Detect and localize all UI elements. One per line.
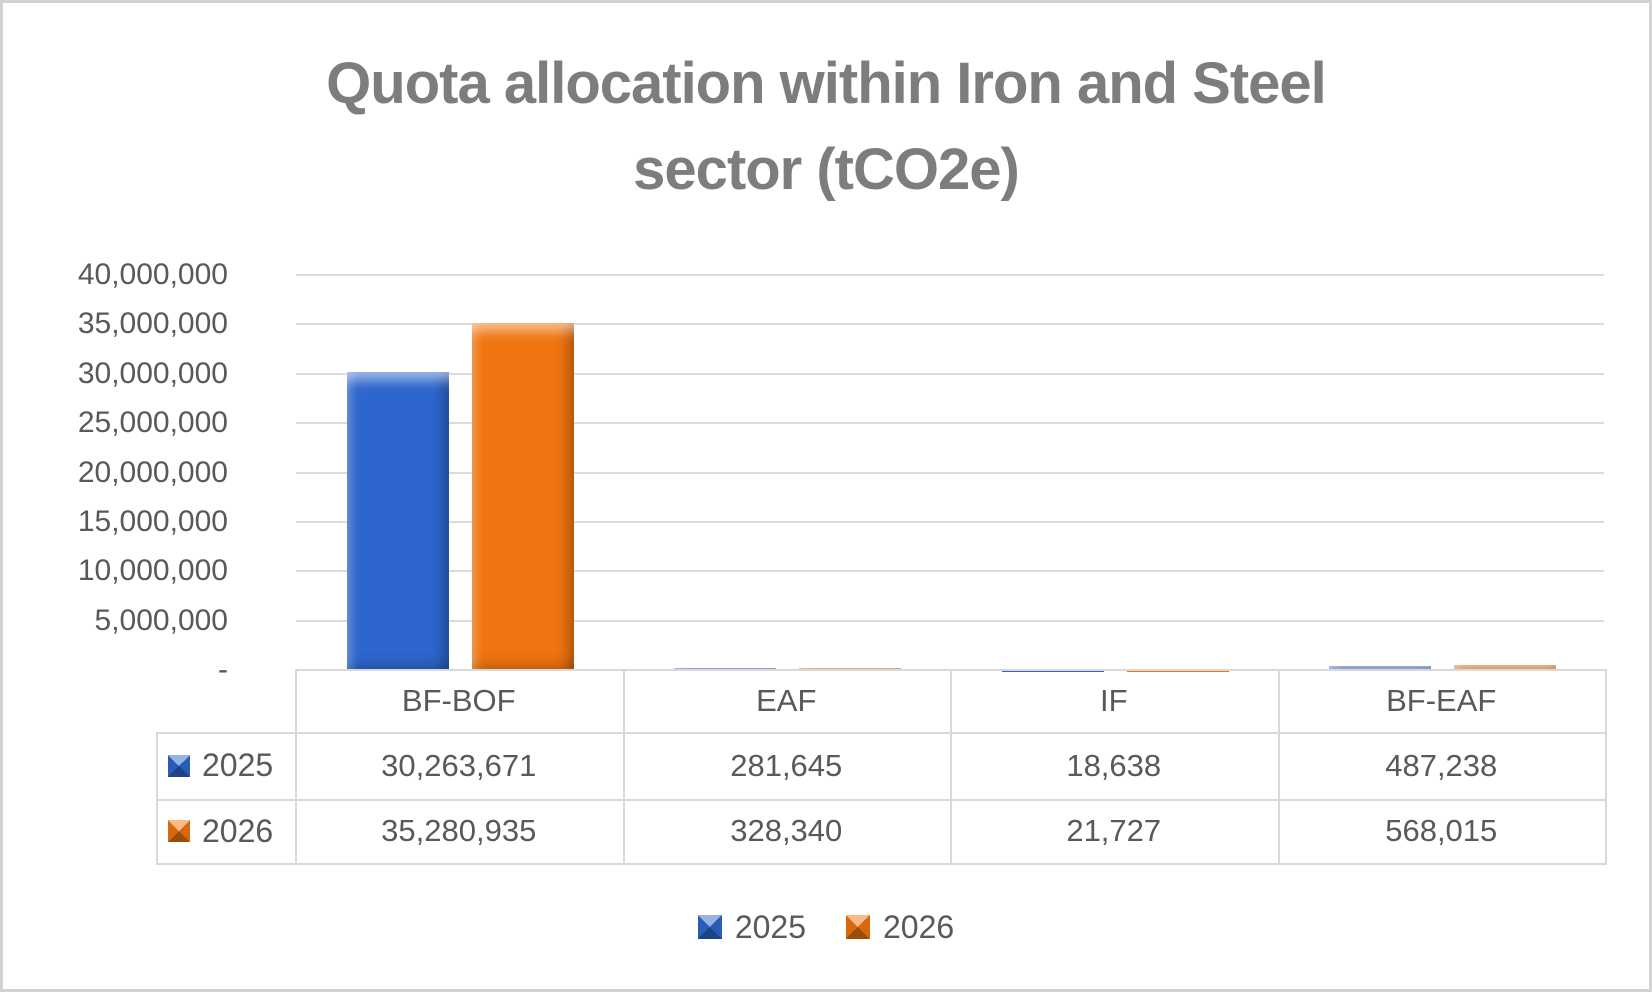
value-cell: 487,238 bbox=[1385, 747, 1498, 783]
series-key-icon bbox=[697, 915, 722, 939]
table-border bbox=[1605, 669, 1607, 865]
series-key-icon bbox=[846, 915, 870, 939]
chart-title-line2: sector (tCO2e) bbox=[633, 137, 1020, 202]
bar-2026-BF-BOF bbox=[472, 322, 574, 671]
y-axis-label: 35,000,000 bbox=[77, 307, 228, 340]
series-label: 2026 bbox=[202, 812, 274, 849]
table-border bbox=[156, 732, 158, 865]
value-cell: 21,727 bbox=[1066, 813, 1162, 848]
page-title: Quota allocation within Iron and Steel s… bbox=[3, 41, 1649, 213]
legend-item: 2026 bbox=[846, 911, 954, 943]
y-axis-label: 10,000,000 bbox=[77, 554, 228, 587]
value-cell: 30,263,671 bbox=[381, 747, 537, 783]
value-cell: 281,645 bbox=[730, 747, 843, 783]
value-cell: 35,280,935 bbox=[381, 813, 537, 848]
y-axis-label: 30,000,000 bbox=[77, 357, 228, 390]
category-header-cell: EAF bbox=[756, 682, 817, 718]
gridline bbox=[296, 323, 1604, 325]
gridline bbox=[296, 274, 1604, 276]
table-border bbox=[1278, 669, 1280, 865]
value-cell: 18,638 bbox=[1066, 747, 1162, 783]
bar-2025-BF-BOF bbox=[347, 372, 449, 671]
legend-item: 2025 bbox=[697, 909, 806, 945]
series-label-cell: 2025 bbox=[156, 732, 295, 799]
bar-2025-BF-EAF bbox=[1329, 666, 1431, 671]
y-axis-label: 20,000,000 bbox=[77, 456, 228, 489]
series-key-icon bbox=[168, 820, 190, 842]
gridline bbox=[296, 472, 1604, 474]
gridline bbox=[296, 570, 1604, 572]
legend-label: 2026 bbox=[883, 909, 955, 945]
chart-legend: 2025 2026 bbox=[3, 903, 1649, 951]
gridline bbox=[296, 521, 1604, 523]
chart-title-line1: Quota allocation within Iron and Steel bbox=[326, 51, 1327, 116]
table-border bbox=[950, 669, 952, 865]
y-axis-label: 25,000,000 bbox=[77, 406, 228, 439]
y-axis-label: 5,000,000 bbox=[94, 604, 228, 637]
value-cell: 568,015 bbox=[1385, 813, 1498, 848]
gridline bbox=[296, 620, 1604, 622]
value-cell: 328,340 bbox=[730, 813, 843, 848]
table-border bbox=[295, 669, 297, 865]
table-border bbox=[156, 799, 1607, 801]
table-border bbox=[623, 669, 625, 865]
bar-2026-BF-EAF bbox=[1454, 665, 1556, 671]
y-axis-label: 15,000,000 bbox=[77, 505, 228, 538]
series-label-cell: 2026 bbox=[156, 799, 295, 863]
category-header-cell: IF bbox=[1099, 682, 1128, 718]
gridline bbox=[296, 373, 1604, 375]
series-label: 2025 bbox=[202, 747, 274, 783]
table-border bbox=[156, 863, 1607, 865]
y-axis-label: 40,000,000 bbox=[77, 258, 228, 291]
category-header-cell: BF-BOF bbox=[401, 682, 516, 718]
table-border bbox=[156, 732, 1607, 734]
category-header-cell: BF-EAF bbox=[1386, 682, 1497, 718]
gridline bbox=[296, 422, 1604, 424]
legend-label: 2025 bbox=[734, 909, 806, 945]
series-key-icon bbox=[168, 754, 190, 777]
y-axis-label: - bbox=[218, 653, 228, 686]
